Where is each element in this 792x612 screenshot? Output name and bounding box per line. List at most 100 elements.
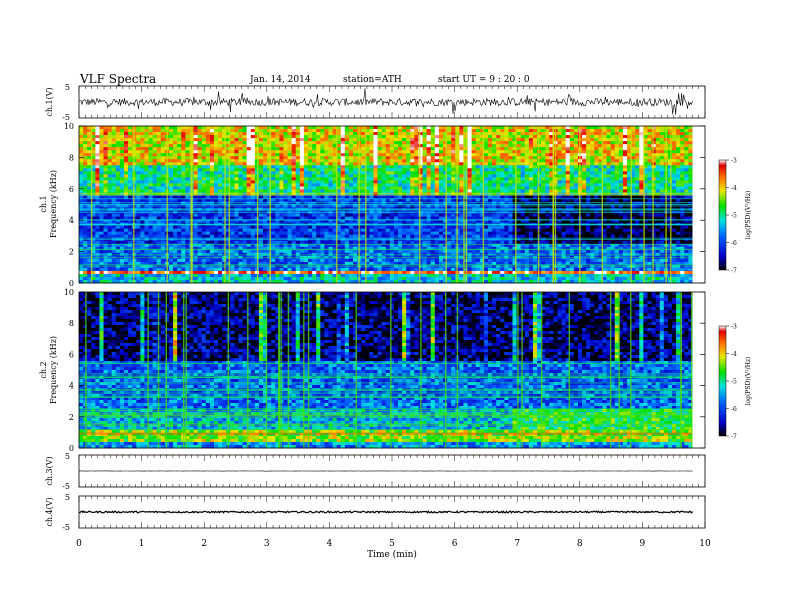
spectrogram-cell xyxy=(185,216,190,220)
spectrogram-cell xyxy=(275,126,280,130)
spectrogram-cell xyxy=(353,273,358,278)
spectrogram-cell xyxy=(279,219,284,224)
spectrogram-cell xyxy=(406,246,411,251)
spectrogram-cell xyxy=(242,231,248,236)
spectrogram-cell xyxy=(246,240,252,245)
spectrogram-cell xyxy=(385,147,391,151)
spectrogram-cell xyxy=(451,144,456,148)
spectrogram-cell xyxy=(83,138,88,142)
spectrogram-cell xyxy=(218,201,223,205)
spectrogram-cell xyxy=(91,126,96,130)
spectrogram-cell xyxy=(160,234,166,239)
spectrogram-cell xyxy=(201,279,207,284)
spectrogram-cell xyxy=(422,180,428,184)
spectrogram-cell xyxy=(353,192,358,196)
spectrogram-cell xyxy=(398,234,403,239)
spectrogram-cell xyxy=(197,135,203,139)
spectrogram-cell xyxy=(115,228,121,233)
spectrogram-cell xyxy=(140,195,145,199)
spectrogram-cell xyxy=(173,138,178,142)
spectrogram-cell xyxy=(230,276,235,281)
spectrogram-cell xyxy=(238,183,243,187)
spectrogram-cell xyxy=(283,129,288,133)
spectrogram-cell xyxy=(95,258,100,263)
spectrogram-cell xyxy=(193,189,199,193)
spectrogram-cell xyxy=(373,264,378,269)
spectrogram-cell xyxy=(193,156,199,160)
spectrogram-cell xyxy=(136,273,141,278)
spectrogram-cell xyxy=(218,159,223,163)
spectrogram-cell xyxy=(238,276,243,281)
spectrogram-cell xyxy=(381,216,387,220)
spectrogram-cell xyxy=(414,219,419,224)
spectrogram-cell xyxy=(185,225,190,230)
spectrogram-cell xyxy=(438,267,444,272)
spectrogram-cell xyxy=(230,201,235,205)
spectrogram-cell xyxy=(336,195,342,199)
spectrogram-cell xyxy=(226,174,231,178)
spectrogram-cell xyxy=(160,243,166,248)
spectrogram-cell xyxy=(103,276,109,281)
spectrogram-cell xyxy=(369,165,374,169)
spectrogram-cell xyxy=(328,135,333,139)
spectrogram-cell xyxy=(369,195,374,199)
spectrogram-cell xyxy=(275,168,280,172)
spectrogram-cell xyxy=(246,228,252,233)
spectrogram-cell xyxy=(295,201,301,205)
spectrogram-cell xyxy=(291,261,297,266)
spectrogram-cell xyxy=(246,219,252,224)
spectrogram-cell xyxy=(226,273,231,278)
spectrogram-cell xyxy=(275,135,280,139)
spectrogram-cell xyxy=(226,261,231,266)
spectrogram-cell xyxy=(308,141,313,145)
spectrogram-cell xyxy=(410,180,415,184)
spectrogram-cell xyxy=(275,183,280,187)
spectrogram-cell xyxy=(287,192,293,196)
spectrogram-cell xyxy=(168,144,174,148)
spectrogram-cell xyxy=(402,144,407,148)
spectrogram-cell xyxy=(398,231,403,236)
spectrogram-cell xyxy=(426,231,432,236)
spectrogram-cell xyxy=(377,201,383,205)
spectrogram-cell xyxy=(160,186,166,190)
spectrogram-cell xyxy=(430,240,436,245)
spectrogram-cell xyxy=(234,201,239,205)
spectrogram-cell xyxy=(361,192,366,196)
spectrogram-cell xyxy=(275,186,280,190)
spectrogram-cell xyxy=(107,141,113,145)
spectrogram-cell xyxy=(443,183,448,187)
spectrogram-cell xyxy=(340,171,346,175)
spectrogram-cell xyxy=(279,279,284,284)
spectrogram-cell xyxy=(418,261,423,266)
spectrogram-cell xyxy=(111,132,117,136)
spectrogram-cell xyxy=(336,243,342,248)
spectrogram-cell xyxy=(173,240,178,245)
spectrogram-cell xyxy=(201,180,207,184)
spectrogram-cell xyxy=(402,267,407,272)
spectrogram-cell xyxy=(426,168,432,172)
spectrogram-cell xyxy=(107,228,113,233)
spectrogram-cell xyxy=(263,189,268,193)
spectrogram-cell xyxy=(414,273,419,278)
spectrogram-cell xyxy=(303,144,309,148)
spectrogram-cell xyxy=(83,159,88,163)
spectrogram-cell xyxy=(234,141,239,145)
spectrogram-cell xyxy=(140,126,145,130)
spectrogram-cell xyxy=(258,201,264,205)
spectrogram-cell xyxy=(177,126,182,130)
spectrogram-cell xyxy=(250,249,256,254)
spectrogram-cell xyxy=(324,261,329,266)
spectrogram-cell xyxy=(271,162,276,166)
spectrogram-cell xyxy=(414,132,419,136)
spectrogram-cell xyxy=(328,168,333,172)
spectrogram-cell xyxy=(185,195,190,199)
spectrogram-cell xyxy=(340,183,346,187)
spectrogram-cell xyxy=(160,264,166,269)
spectrogram-cell xyxy=(389,177,395,181)
spectrogram-cell xyxy=(209,132,215,136)
spectrogram-cell xyxy=(152,135,158,139)
spectrogram-cell xyxy=(213,162,219,166)
spectrogram-cell xyxy=(426,132,432,136)
spectrogram-cell xyxy=(115,180,121,184)
spectrogram-cell xyxy=(83,261,88,266)
